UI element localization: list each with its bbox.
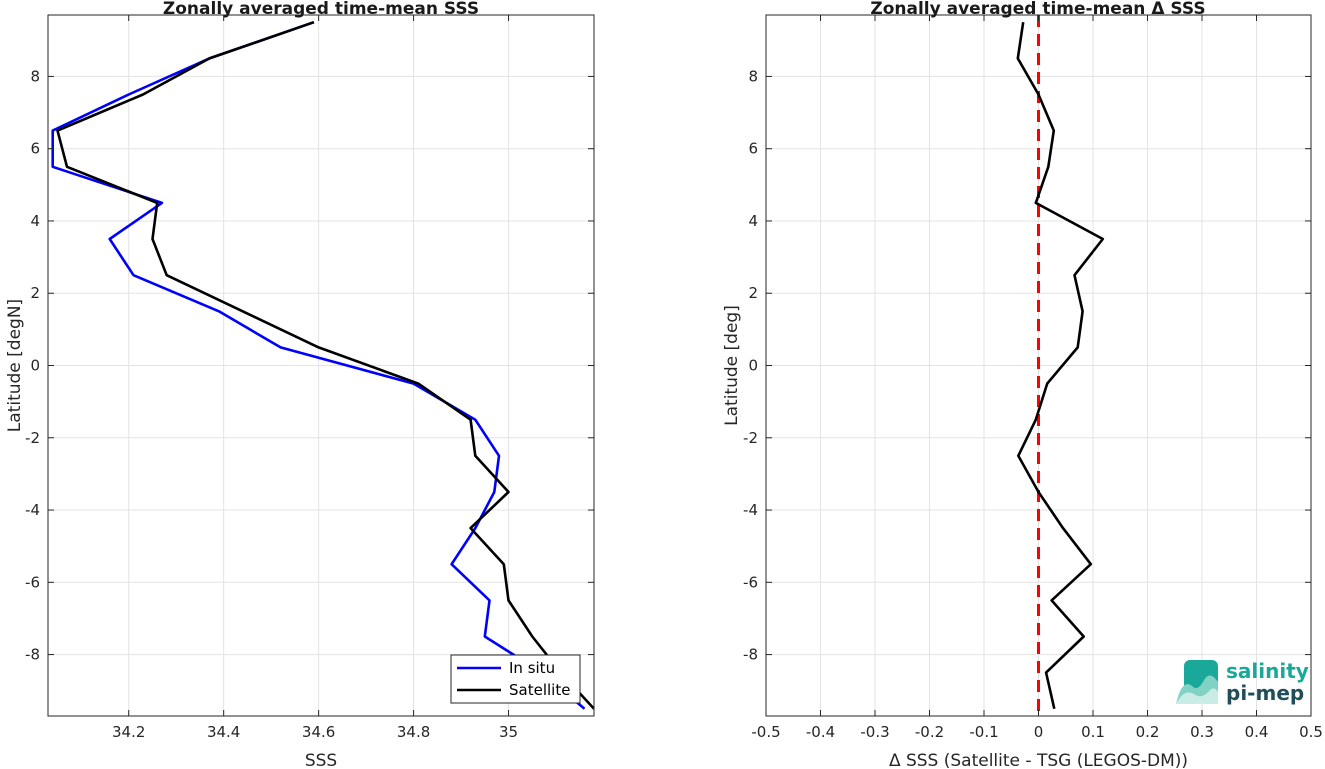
y-tick-label: 2 [748, 284, 758, 302]
logo-line1: salinity [1226, 659, 1309, 683]
y-tick-label: -2 [25, 429, 40, 447]
x-tick-label: 34.6 [302, 723, 335, 741]
y-tick-label: -8 [25, 646, 40, 664]
legend-label: In situ [509, 659, 555, 677]
series-group [1016, 15, 1105, 716]
series-line-satellite [56, 20, 594, 710]
legend-box [450, 654, 581, 704]
y-tick-label: 4 [748, 212, 758, 230]
y-tick-label: -4 [743, 501, 758, 519]
y-tick-label: 2 [30, 284, 40, 302]
y-tick-label: 6 [748, 140, 758, 158]
x-tick-label: 0.2 [1136, 723, 1160, 741]
logo-line2: pi-mep [1226, 681, 1304, 705]
x-tick-label: -0.4 [806, 723, 835, 741]
x-tick-label: -0.1 [969, 723, 998, 741]
x-tick-label: 0.4 [1245, 723, 1269, 741]
logo-wave-icon [1176, 660, 1218, 704]
x-tick-label: 0.5 [1299, 723, 1323, 741]
y-tick-label: 8 [30, 67, 40, 85]
salinity-pi-mep-logo: salinity pi-mep [1176, 659, 1309, 705]
x-tick-label: 0 [1034, 723, 1044, 741]
x-tick-label: -0.2 [915, 723, 944, 741]
series-line-0 [1016, 22, 1105, 710]
chart-title: Zonally averaged time-mean SSS [163, 0, 479, 19]
series-group [51, 20, 594, 710]
y-tick-label: -4 [25, 501, 40, 519]
y-tick-label: -6 [25, 573, 40, 591]
y-tick-label: -2 [743, 429, 758, 447]
chart-title: Zonally averaged time-mean Δ SSS [870, 0, 1205, 19]
x-tick-label: -0.5 [751, 723, 780, 741]
x-tick-label: 34.8 [397, 723, 430, 741]
x-tick-label: 34.4 [207, 723, 240, 741]
y-tick-label: 6 [30, 140, 40, 158]
y-axis-label: Latitude [deg] [722, 305, 742, 426]
x-tick-label: 35 [499, 723, 518, 741]
series-line-in-situ [51, 20, 586, 710]
y-tick-label: 0 [748, 357, 758, 375]
x-tick-label: -0.3 [860, 723, 889, 741]
y-tick-label: -6 [743, 573, 758, 591]
delta-sss-panel: -0.5 -0.4 -0.3 -0.2 -0.1 0 0.1 0.2 0.3 0.4 0.5 -8 -6… [722, 0, 1323, 769]
legend: In situ Satellite [450, 654, 581, 704]
x-axis-label: Δ SSS (Satellite - TSG (LEGOS-DM)) [889, 751, 1188, 769]
sss-profile-panel: 34.2 34.4 34.6 34.8 35 -8 -6 -4 -2 0 2 4 6 8 Zonally a… [5, 0, 595, 769]
y-axis-label: Latitude [degN] [5, 299, 25, 432]
y-tick-label: 0 [30, 357, 40, 375]
x-axis-label: SSS [305, 751, 337, 769]
y-tick-label: 8 [748, 67, 758, 85]
x-tick-label: 0.3 [1190, 723, 1214, 741]
y-tick-label: 4 [30, 212, 40, 230]
x-tick-label: 0.1 [1081, 723, 1105, 741]
x-tick-label: 34.2 [112, 723, 145, 741]
legend-label: Satellite [509, 681, 570, 699]
y-tick-label: -8 [743, 646, 758, 664]
